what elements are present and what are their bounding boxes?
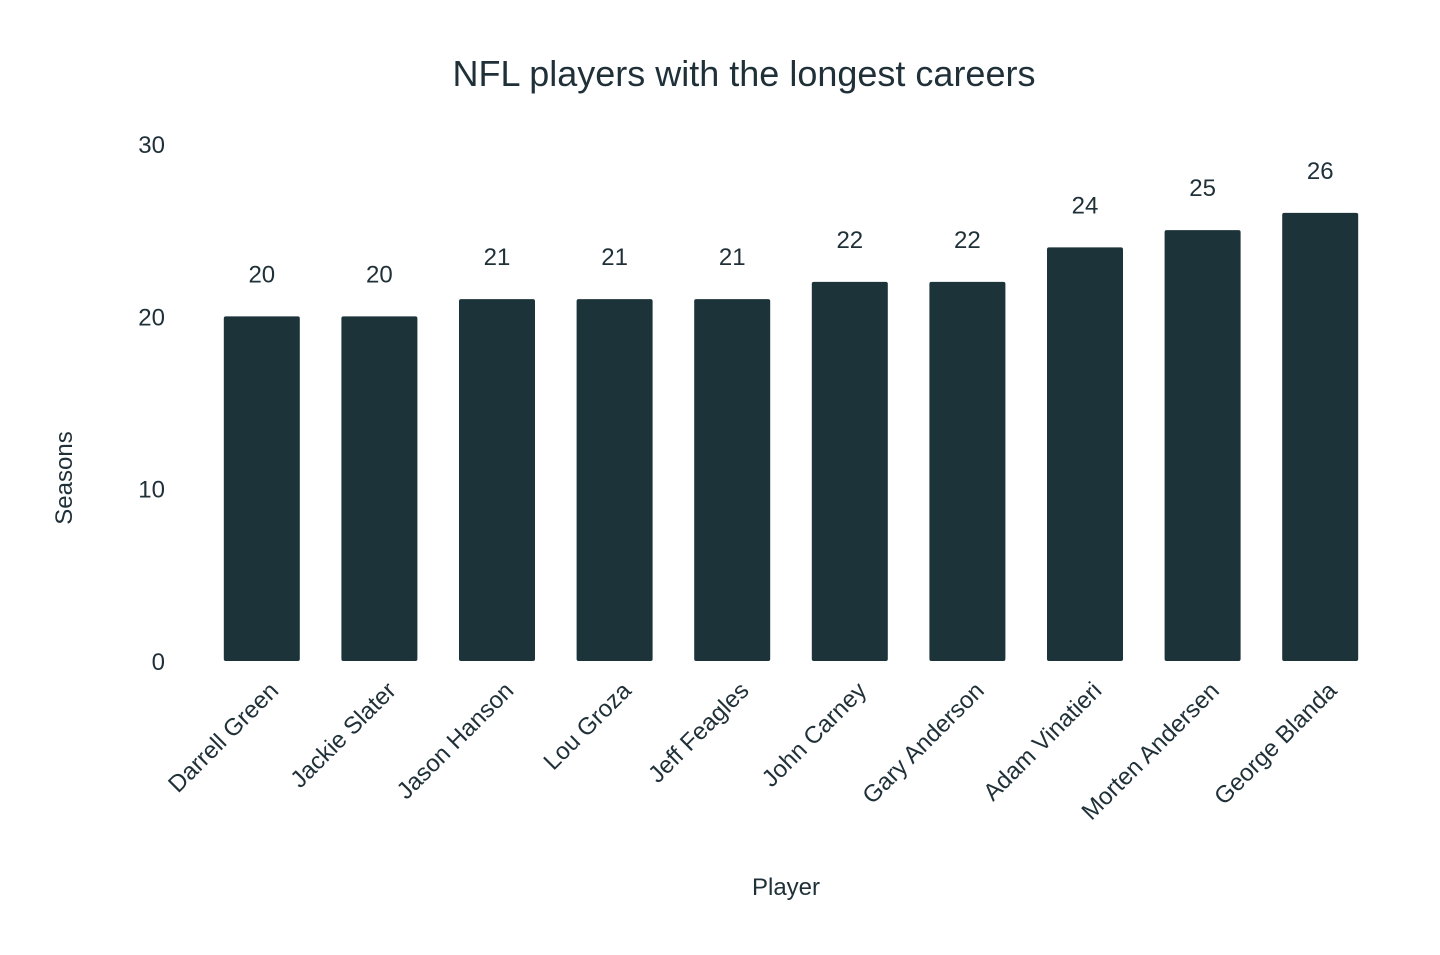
bar (694, 299, 771, 661)
bar (576, 299, 653, 661)
bar (223, 316, 300, 661)
bar (341, 316, 418, 661)
x-tick-label: Darrell Green (163, 677, 284, 798)
data-label: 20 (366, 261, 393, 288)
x-tick-label: Lou Groza (538, 677, 637, 776)
bar (1282, 212, 1359, 661)
y-tick-label: 30 (138, 132, 165, 159)
bar (1164, 230, 1241, 661)
bar (929, 281, 1006, 661)
x-axis-label: Player (752, 874, 820, 901)
data-label: 22 (954, 227, 981, 254)
x-tick-label: Jason Hanson (392, 677, 520, 805)
bar (1047, 247, 1123, 661)
data-label: 26 (1307, 158, 1334, 185)
x-tick-label: Adam Vinatieri (978, 677, 1107, 806)
data-label: 22 (836, 227, 863, 254)
x-tick-label: Gary Anderson (857, 677, 989, 809)
y-tick-label: 0 (152, 649, 165, 676)
bar (459, 299, 535, 661)
y-tick-label: 10 (138, 477, 165, 504)
data-label: 21 (601, 244, 628, 271)
y-tick-label: 20 (138, 304, 165, 331)
x-tick-label: John Carney (757, 677, 872, 792)
data-label: 21 (719, 244, 746, 271)
x-tick-label: George Blanda (1209, 677, 1343, 811)
data-label: 20 (248, 261, 275, 288)
chart-title: NFL players with the longest careers (453, 53, 1036, 94)
data-label: 21 (484, 244, 511, 271)
data-label: 24 (1072, 192, 1099, 219)
x-tick-label: Jeff Feagles (643, 677, 754, 788)
x-tick-label: Jackie Slater (285, 677, 401, 793)
y-axis-label: Seasons (51, 431, 78, 524)
data-label: 25 (1189, 175, 1216, 202)
bar (811, 281, 888, 661)
